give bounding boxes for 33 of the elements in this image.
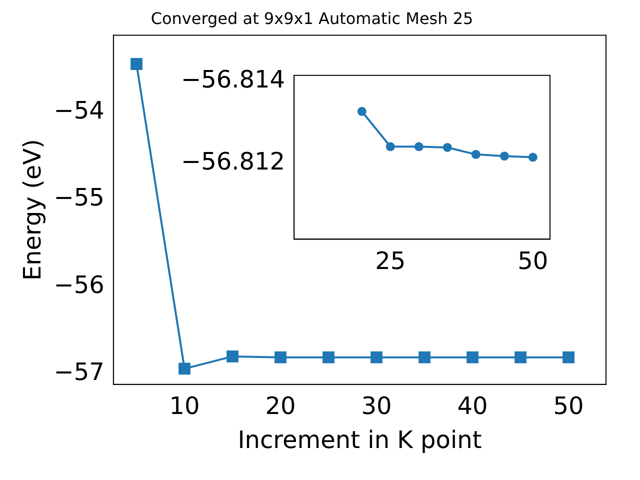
chart-title: Converged at 9x9x1 Automatic Mesh 25 — [150, 8, 474, 28]
point — [178, 362, 190, 375]
point — [442, 142, 452, 152]
point — [386, 142, 395, 152]
y-tick-label: −56.814 — [180, 65, 286, 94]
point — [471, 150, 480, 159]
x-tick-label: 50 — [553, 392, 584, 420]
y-tick-label: −57 — [54, 358, 104, 386]
point — [466, 351, 478, 364]
point — [274, 351, 286, 364]
point — [322, 351, 334, 364]
x-tick-label: 25 — [375, 246, 406, 275]
y-tick-label: −56.812 — [180, 147, 286, 176]
x-tick-label: 40 — [457, 392, 488, 420]
point — [514, 351, 526, 364]
point — [414, 142, 424, 152]
point — [370, 351, 382, 364]
point — [418, 351, 430, 364]
y-tick-label: −55 — [54, 184, 104, 212]
x-tick-label: 50 — [518, 246, 548, 275]
point — [357, 106, 366, 116]
x-tick-label: 10 — [169, 392, 200, 420]
y-tick-label: −56 — [54, 270, 104, 299]
point — [226, 350, 238, 362]
x-axis-title: Increment in K point — [238, 426, 482, 454]
point — [500, 152, 509, 161]
y-tick-label: −54 — [54, 96, 104, 124]
y-axis-title: Energy (eV) — [18, 139, 47, 281]
x-tick-label: 20 — [265, 392, 296, 420]
point — [130, 58, 142, 70]
x-tick-label: 30 — [361, 392, 392, 420]
point — [528, 152, 538, 162]
point — [562, 351, 575, 364]
